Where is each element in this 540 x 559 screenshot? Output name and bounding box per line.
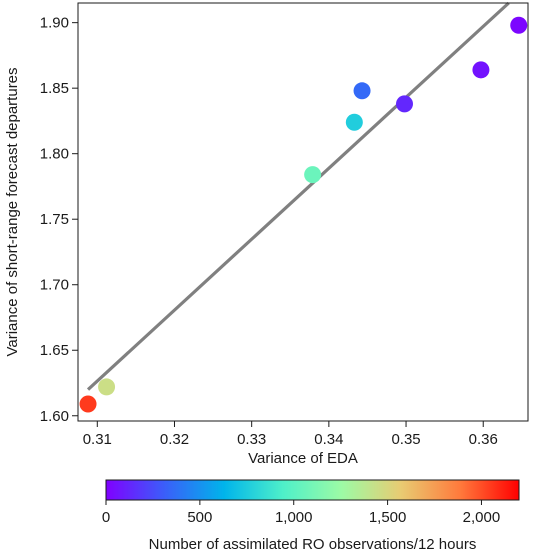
colorbar-tick-label: 1,000	[275, 509, 313, 526]
y-tick-label: 1.65	[40, 342, 69, 359]
x-tick-label: 0.32	[160, 431, 189, 448]
data-point	[353, 82, 371, 100]
x-tick-label: 0.35	[391, 431, 420, 448]
data-point	[510, 16, 528, 34]
colorbar-ticks: 0 500 1,000 1,500 2,000	[102, 500, 500, 526]
data-point	[472, 61, 490, 79]
x-tick-label: 0.31	[83, 431, 112, 448]
data-point	[98, 378, 116, 396]
y-tick-label: 1.80	[40, 146, 69, 163]
colorbar-gradient	[105, 479, 520, 501]
x-axis: 0.31 0.32 0.33 0.34 0.35 0.36	[83, 421, 498, 448]
y-tick-label: 1.90	[40, 15, 69, 32]
colorbar-tick-label: 500	[187, 509, 212, 526]
data-point	[345, 113, 363, 131]
x-tick-label: 0.33	[237, 431, 266, 448]
regression-line	[86, 1, 510, 391]
colorbar-label: Number of assimilated RO observations/12…	[149, 536, 477, 553]
data-point	[396, 95, 414, 113]
y-tick-label: 1.85	[40, 80, 69, 97]
colorbar-tick-label: 2,000	[463, 509, 501, 526]
y-tick-label: 1.70	[40, 277, 69, 294]
y-tick-label: 1.75	[40, 211, 69, 228]
x-tick-label: 0.34	[314, 431, 343, 448]
x-axis-label: Variance of EDA	[248, 450, 358, 467]
y-axis: 1.60 1.65 1.70 1.75 1.80 1.85 1.90	[40, 15, 78, 425]
x-tick-label: 0.36	[469, 431, 498, 448]
plot-frame	[77, 2, 529, 422]
data-point	[304, 166, 322, 184]
y-tick-label: 1.60	[40, 408, 69, 425]
y-axis-label: Variance of short-range forecast departu…	[4, 67, 21, 356]
colorbar-tick-label: 1,500	[369, 509, 407, 526]
plot-marks	[79, 1, 528, 413]
colorbar: 0 500 1,000 1,500 2,000 Number of assimilate…	[102, 479, 520, 553]
data-point	[79, 395, 97, 413]
colorbar-tick-label: 0	[102, 509, 110, 526]
